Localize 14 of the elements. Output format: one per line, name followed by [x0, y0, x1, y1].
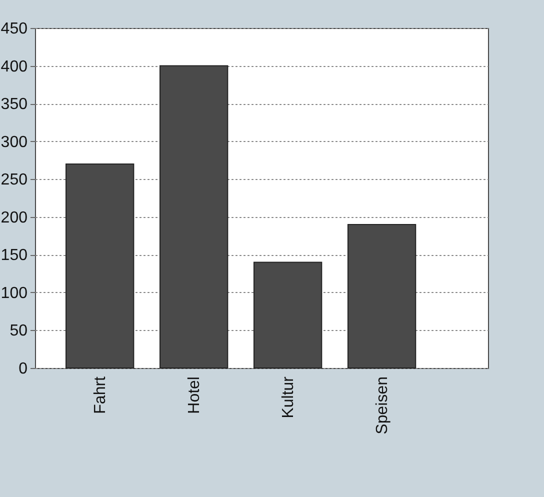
x-tick-label: Hotel — [186, 376, 203, 414]
y-tick-label: 400 — [0, 58, 28, 76]
y-tick-label: 250 — [0, 172, 28, 189]
y-tick-label: 100 — [0, 284, 28, 302]
y-tick-label: 200 — [0, 209, 28, 226]
y-tick-label: 300 — [0, 134, 28, 151]
y-tick-label: 350 — [0, 96, 28, 114]
y-tick-label: 50 — [10, 322, 28, 340]
x-tick-label: Speisen — [374, 376, 391, 434]
x-tick-label: Fahrt — [92, 376, 109, 414]
x-tick-label: Kultur — [280, 376, 297, 418]
y-tick-label: 0 — [18, 360, 28, 378]
y-tick-label: 150 — [0, 247, 28, 264]
y-tick-label: 450 — [0, 20, 28, 38]
